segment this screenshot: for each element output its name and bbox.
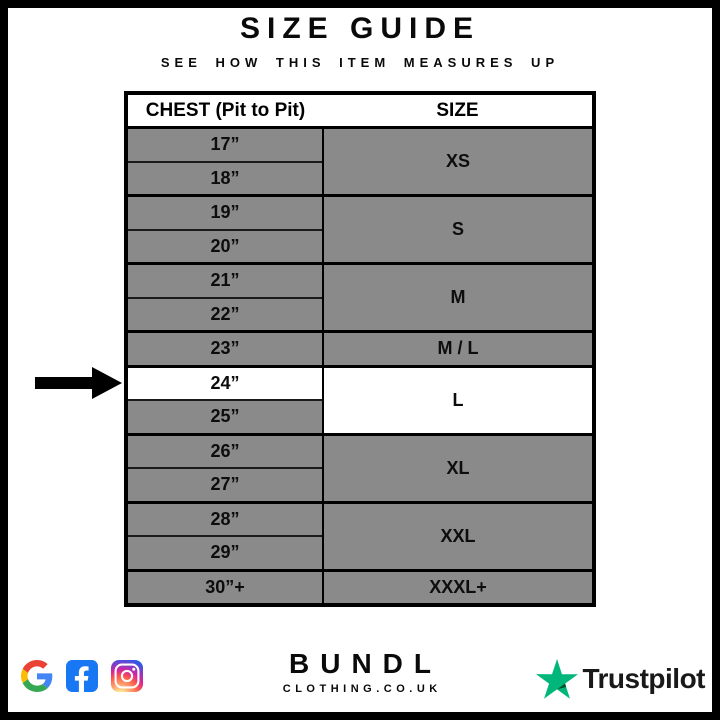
chest-cell: 28”: [126, 500, 324, 536]
table-row: 29”: [126, 535, 594, 570]
table-row: 17” XS: [126, 126, 594, 196]
page-subtitle: SEE HOW THIS ITEM MEASURES UP: [160, 55, 560, 70]
chest-cell: 24”: [126, 364, 324, 400]
chest-cell: 21”: [126, 262, 324, 298]
size-cell: S: [322, 194, 594, 264]
table-row: 25”: [126, 399, 594, 434]
table-row: 26” XL: [126, 432, 594, 502]
selected-row-arrow-icon: [35, 367, 122, 399]
size-cell: XXL: [322, 500, 594, 570]
brand-logo: BUNDL CLOTHING.CO.UK: [0, 648, 720, 695]
size-cell: M / L: [322, 330, 594, 366]
table-row: 27”: [126, 467, 594, 502]
size-cell: XL: [322, 432, 594, 502]
table-row: 30”+ XXXL+: [126, 568, 594, 605]
chest-cell: 22”: [126, 296, 324, 332]
size-guide-table: CHEST (Pit to Pit) SIZE 17” XS 18” 19” S 20” 2…: [124, 91, 596, 607]
table-row: 20”: [126, 228, 594, 264]
brand-domain: CLOTHING.CO.UK: [282, 683, 442, 695]
table-row: 19” S: [126, 194, 594, 264]
size-cell: L: [322, 364, 594, 434]
column-header-size: SIZE: [323, 93, 594, 129]
table-row: 28” XXL: [126, 500, 594, 570]
chest-cell: 18”: [126, 160, 324, 196]
brand-name: BUNDL: [289, 648, 442, 679]
table-row: 18”: [126, 160, 594, 196]
chest-cell: 27”: [126, 467, 324, 502]
size-table-body: 17” XS 18” 19” S 20” 21” M 22” 23” M / L 24” L 25” 26”…: [126, 126, 594, 605]
trustpilot-label: Trustpilot: [582, 662, 705, 694]
size-cell: M: [322, 262, 594, 332]
size-cell: XXXL+: [322, 568, 594, 605]
google-icon: [21, 660, 53, 692]
chest-cell: 20”: [126, 228, 324, 264]
chest-cell: 19”: [126, 194, 324, 230]
page-title: SIZE GUIDE: [239, 12, 481, 45]
trustpilot-logo: Trustpilot: [536, 658, 705, 699]
chest-cell: 29”: [126, 535, 324, 570]
chest-cell: 25”: [126, 399, 324, 434]
instagram-icon: [111, 660, 143, 692]
table-header-row: CHEST (Pit to Pit) SIZE: [126, 93, 594, 129]
table-row: 21” M: [126, 262, 594, 332]
column-header-chest: CHEST (Pit to Pit): [126, 93, 323, 129]
facebook-icon: [66, 660, 98, 692]
chest-cell: 17”: [126, 126, 324, 162]
table-row: 24” L: [126, 364, 594, 434]
chest-cell: 23”: [126, 330, 324, 366]
table-row: 23” M / L: [126, 330, 594, 366]
social-icons-group: [21, 660, 143, 692]
table-row: 22”: [126, 296, 594, 332]
size-cell: XS: [322, 126, 594, 196]
chest-cell: 30”+: [126, 568, 324, 605]
chest-cell: 26”: [126, 432, 324, 468]
trustpilot-star-icon: [536, 659, 579, 699]
